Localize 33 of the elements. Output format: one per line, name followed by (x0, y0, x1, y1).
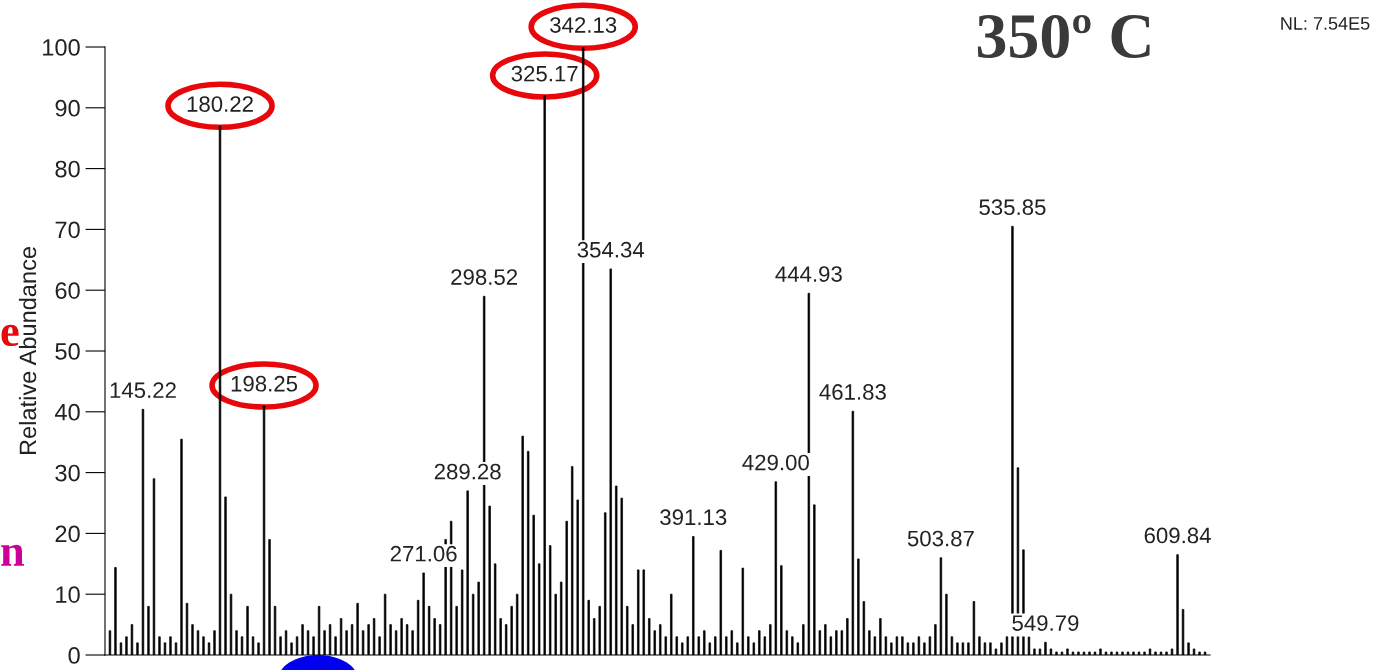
annotation: 429.00 (742, 454, 809, 471)
y-axis-title: Relative Abundance (18, 247, 37, 455)
y-tick-label: 30 (55, 464, 80, 482)
annotation: 298.52 (451, 269, 518, 285)
annotation: 325.17 (511, 65, 578, 82)
annotation: 391.13 (660, 509, 727, 526)
annotation: 180.22 (187, 96, 253, 112)
annotation: 198.25 (231, 375, 298, 392)
annotation: 444.93 (775, 266, 842, 282)
annotation: 609.84 (1144, 527, 1211, 544)
annotation: 354.34 (577, 241, 645, 258)
y-tick-label: 40 (54, 403, 80, 421)
y-tick-label: 50 (55, 343, 80, 360)
annotation: 145.22 (110, 382, 176, 399)
y-tick-label: 0 (68, 647, 80, 664)
annotation: 342.13 (550, 17, 617, 33)
y-tick-label: 10 (56, 586, 80, 603)
text: NL: 7.54E5 (1281, 17, 1370, 30)
annotation: 549.79 (1012, 615, 1079, 631)
y-tick-label: 70 (55, 221, 80, 239)
annotation: 461.83 (819, 384, 886, 400)
y-tick-label: 80 (55, 160, 80, 178)
annotation: 289.28 (434, 463, 501, 480)
y-tick-label: 60 (55, 282, 80, 299)
y-tick-label: 100 (43, 39, 80, 56)
annotation: 271.06 (390, 545, 457, 562)
text: n (1, 544, 25, 566)
y-tick-label: 20 (55, 525, 80, 543)
annotation: 503.87 (907, 530, 974, 547)
y-tick-label: 90 (55, 99, 80, 117)
annotation: 535.85 (979, 199, 1046, 216)
chart-title: 350º C (977, 14, 1150, 58)
text: e (1, 324, 19, 347)
